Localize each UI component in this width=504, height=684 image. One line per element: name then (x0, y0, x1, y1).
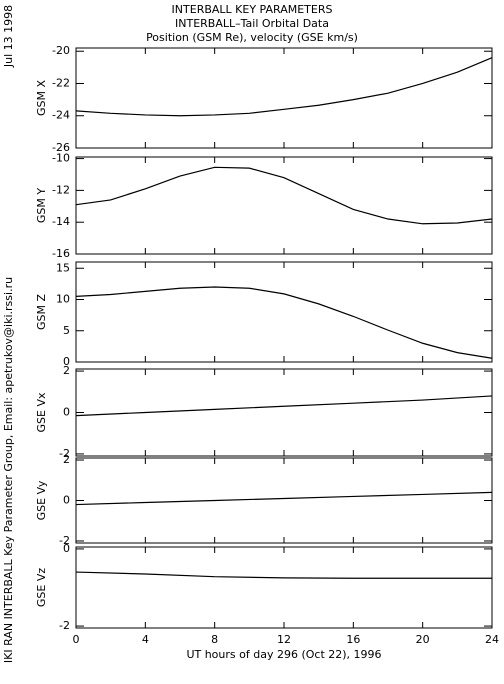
y-tick-label: -22 (52, 76, 70, 89)
y-axis-label: GSE Vz (35, 568, 48, 607)
y-tick-label: -26 (52, 141, 70, 154)
y-axis-label: GSM Z (35, 294, 48, 330)
credit: IKI RAN INTERBALL Key Parameter Group, E… (2, 277, 15, 663)
y-tick-label: -16 (52, 247, 70, 260)
y-tick-label: 0 (63, 542, 70, 555)
x-tick-label: 20 (416, 633, 430, 646)
x-tick-label: 0 (73, 633, 80, 646)
x-tick-label: 12 (277, 633, 291, 646)
y-tick-label: -2 (59, 619, 70, 632)
y-axis-label: GSM X (35, 80, 48, 116)
x-tick-label: 16 (346, 633, 360, 646)
y-tick-label: -2 (59, 534, 70, 547)
y-axis-label: GSE Vx (35, 392, 48, 432)
y-tick-label: -2 (59, 447, 70, 460)
y-tick-label: -12 (52, 183, 70, 196)
y-tick-label: 2 (63, 453, 70, 466)
data-line (75, 491, 493, 506)
x-tick-label: 4 (142, 633, 149, 646)
x-tick-label: 24 (485, 633, 499, 646)
y-axis-label: GSE Vy (35, 480, 48, 520)
data-line (75, 286, 493, 359)
title: Position (GSM Re), velocity (GSE km/s) (146, 31, 358, 44)
y-axis-label: GSM Y (35, 188, 48, 223)
data-line (75, 57, 493, 117)
y-tick-label: -10 (52, 152, 70, 165)
y-tick-label: 15 (56, 261, 70, 274)
data-line (75, 166, 493, 225)
title: INTERBALL KEY PARAMETERS (172, 3, 333, 16)
y-tick-label: 10 (56, 293, 70, 306)
y-tick-label: 5 (63, 324, 70, 337)
y-tick-label: -14 (52, 215, 70, 228)
y-tick-label: -20 (52, 44, 70, 57)
x-tick-label: 8 (211, 633, 218, 646)
title: INTERBALL–Tail Orbital Data (175, 17, 329, 30)
y-tick-label: 0 (63, 494, 70, 507)
y-tick-label: -24 (52, 109, 70, 122)
date: Jul 13 1998 (2, 5, 15, 68)
y-tick-label: 2 (63, 364, 70, 377)
y-tick-label: 0 (63, 406, 70, 419)
x-axis-label: UT hours of day 296 (Oct 22), 1996 (186, 648, 381, 661)
data-line (75, 571, 492, 579)
y-tick-label: 0 (63, 355, 70, 368)
data-line (75, 395, 493, 417)
